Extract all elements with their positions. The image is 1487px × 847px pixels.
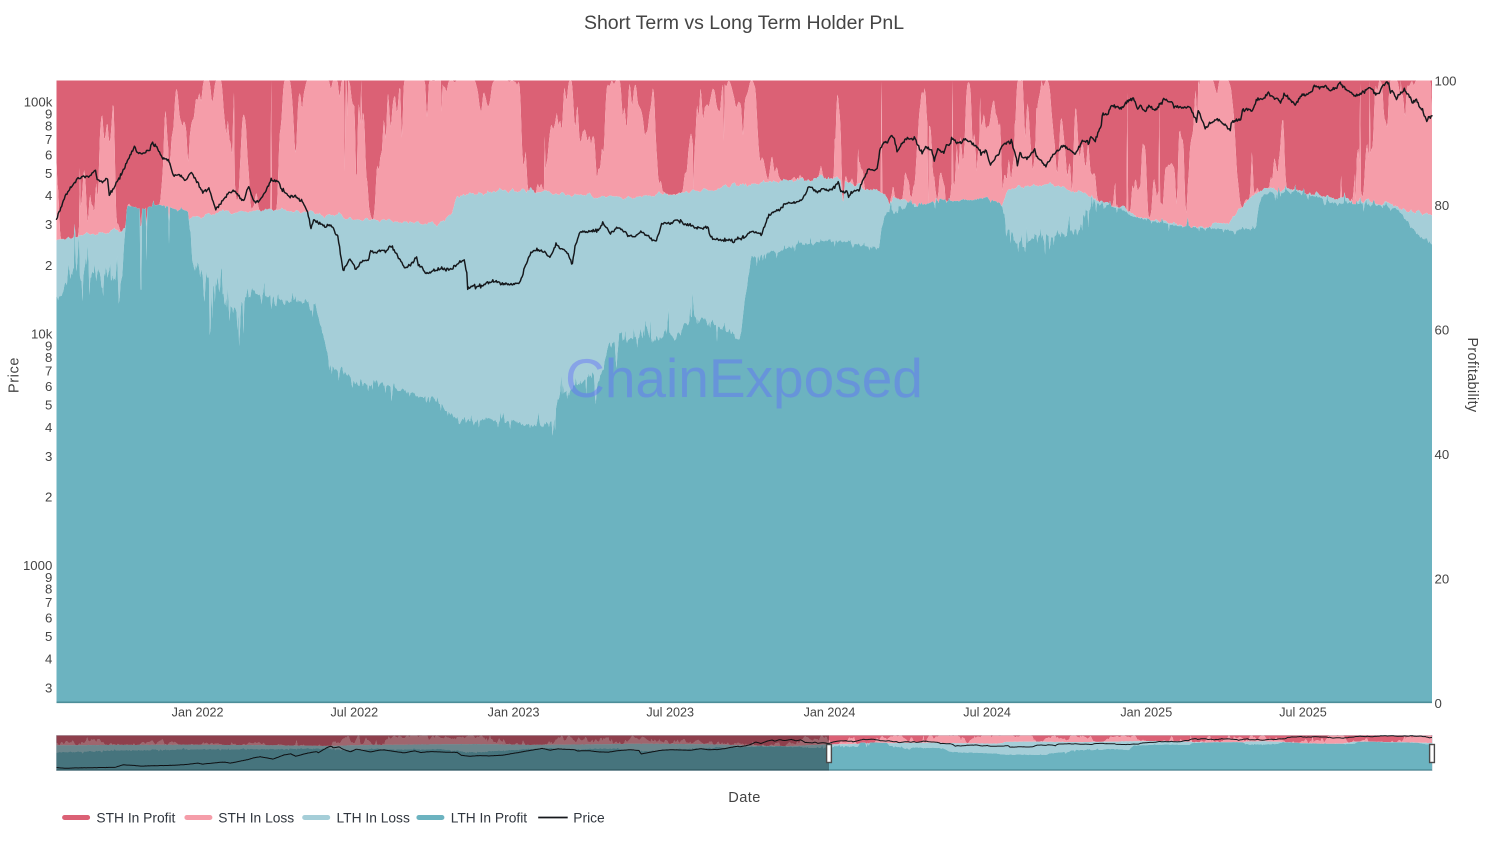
svg-text:9: 9 [45,107,52,122]
svg-text:60: 60 [1435,322,1450,337]
svg-text:Jul 2023: Jul 2023 [646,706,694,720]
svg-text:100: 100 [1435,73,1457,88]
svg-text:Jan 2023: Jan 2023 [488,706,540,720]
svg-text:3: 3 [45,217,52,232]
svg-text:8: 8 [45,582,52,597]
svg-text:Short Term vs Long Term Holder: Short Term vs Long Term Holder PnL [584,12,904,34]
svg-text:Jul 2025: Jul 2025 [1279,706,1327,720]
svg-text:80: 80 [1435,198,1450,213]
svg-text:7: 7 [45,595,52,610]
svg-text:2: 2 [45,258,52,273]
svg-text:9: 9 [45,570,52,585]
svg-text:STH In Loss: STH In Loss [218,810,294,825]
svg-text:Date: Date [728,790,760,806]
svg-text:5: 5 [45,397,52,412]
svg-text:4: 4 [45,188,52,203]
svg-text:40: 40 [1435,447,1450,462]
svg-text:1000: 1000 [23,558,52,573]
svg-text:LTH In Profit: LTH In Profit [451,810,528,825]
svg-text:0: 0 [1435,696,1442,711]
svg-text:3: 3 [45,680,52,695]
svg-text:4: 4 [45,420,52,435]
svg-text:Jan 2022: Jan 2022 [172,706,224,720]
svg-text:5: 5 [45,166,52,181]
svg-text:10k: 10k [31,326,53,341]
svg-text:9: 9 [45,338,52,353]
svg-text:8: 8 [45,350,52,365]
svg-text:100k: 100k [24,95,53,110]
svg-text:Price: Price [573,810,605,825]
svg-text:Jul 2024: Jul 2024 [963,706,1011,720]
svg-text:7: 7 [45,132,52,147]
svg-text:Profitability: Profitability [1464,337,1480,413]
svg-text:6: 6 [45,611,52,626]
svg-text:LTH In Loss: LTH In Loss [337,810,410,825]
svg-text:2: 2 [45,490,52,505]
svg-text:Price: Price [7,357,23,393]
svg-text:STH In Profit: STH In Profit [96,810,175,825]
svg-text:20: 20 [1435,571,1450,586]
svg-text:6: 6 [45,147,52,162]
svg-text:4: 4 [45,652,52,667]
svg-text:Jul 2022: Jul 2022 [330,706,378,720]
svg-text:6: 6 [45,379,52,394]
svg-text:8: 8 [45,119,52,134]
svg-text:Jan 2025: Jan 2025 [1120,706,1172,720]
svg-text:Jan 2024: Jan 2024 [804,706,856,720]
svg-text:ChainExposed: ChainExposed [565,347,923,409]
svg-text:7: 7 [45,364,52,379]
svg-text:3: 3 [45,449,52,464]
svg-text:5: 5 [45,629,52,644]
